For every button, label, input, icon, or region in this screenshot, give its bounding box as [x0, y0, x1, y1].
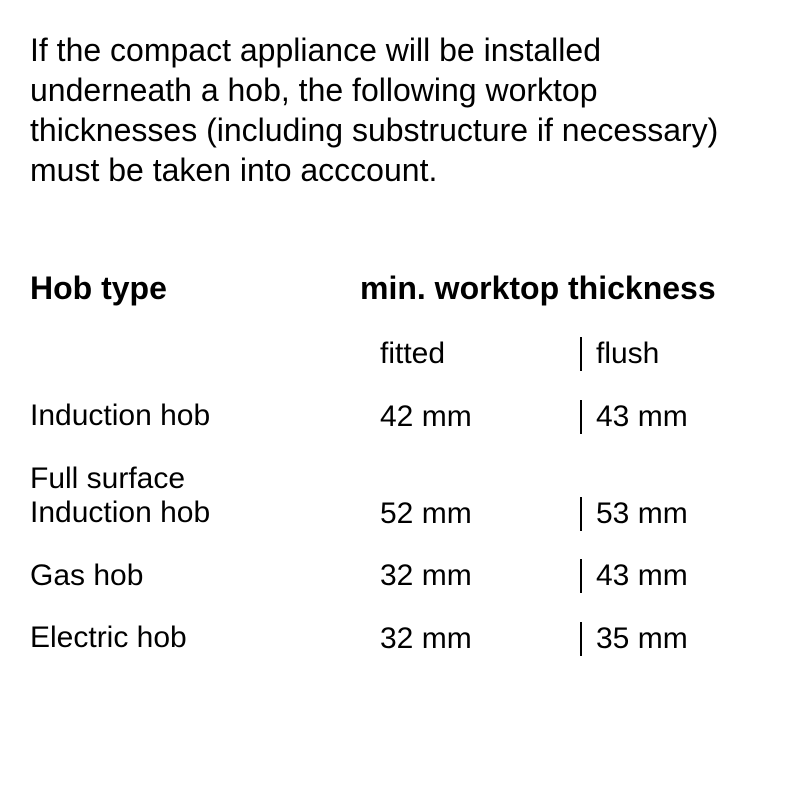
table-header-row: Hob type min. worktop thickness — [30, 270, 770, 307]
row-flush: 43 mm — [580, 559, 688, 593]
worktop-table: Hob type min. worktop thickness fitted f… — [30, 270, 770, 656]
row-label: Induction hob — [30, 399, 370, 434]
header-thickness: min. worktop thickness — [360, 270, 716, 307]
row-label: Gas hob — [30, 559, 370, 594]
table-subheader-row: fitted flush — [30, 337, 770, 371]
row-flush: 43 mm — [580, 400, 688, 434]
row-flush: 35 mm — [580, 622, 688, 656]
table-row: Induction hob 42 mm 43 mm — [30, 399, 770, 434]
row-fitted: 42 mm — [370, 400, 580, 434]
table-row: Gas hob 32 mm 43 mm — [30, 559, 770, 594]
table-row: Electric hob 32 mm 35 mm — [30, 621, 770, 656]
row-label: Full surface Induction hob — [30, 462, 370, 531]
subheader-empty — [30, 337, 370, 371]
subheader-flush: flush — [580, 337, 659, 371]
intro-paragraph: If the compact appliance will be install… — [30, 30, 770, 190]
header-hob-type: Hob type — [30, 270, 360, 307]
row-fitted: 32 mm — [370, 622, 580, 656]
row-fitted: 52 mm — [370, 497, 580, 531]
row-flush: 53 mm — [580, 497, 688, 531]
table-row: Full surface Induction hob 52 mm 53 mm — [30, 462, 770, 531]
row-fitted: 32 mm — [370, 559, 580, 593]
row-label: Electric hob — [30, 621, 370, 656]
subheader-fitted: fitted — [370, 337, 580, 371]
